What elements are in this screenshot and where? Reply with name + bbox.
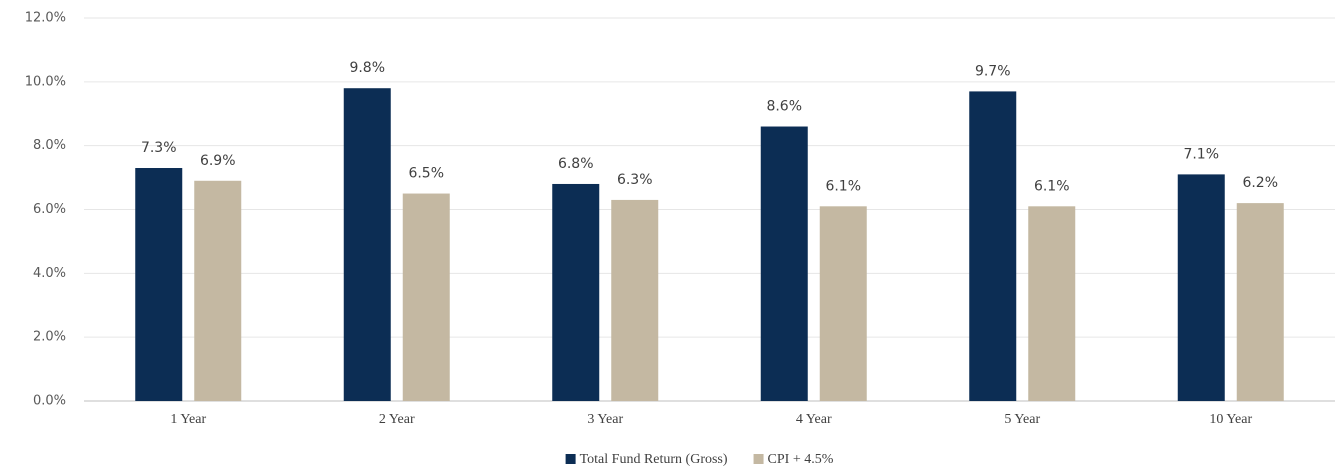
bar bbox=[1177, 174, 1225, 401]
x-tick-label: 10 Year bbox=[1209, 412, 1252, 427]
y-tick-label: 4.0% bbox=[33, 266, 66, 281]
legend-swatch bbox=[753, 454, 764, 464]
x-tick-label: 3 Year bbox=[587, 412, 623, 427]
data-label: 6.8% bbox=[558, 156, 594, 172]
bar bbox=[969, 91, 1017, 402]
bar bbox=[402, 193, 450, 401]
bar bbox=[552, 183, 600, 401]
bar bbox=[194, 180, 242, 401]
x-tick-label: 4 Year bbox=[796, 412, 832, 427]
legend-label: CPI + 4.5% bbox=[768, 452, 834, 467]
y-tick-label: 12.0% bbox=[25, 11, 66, 26]
x-tick-label: 1 Year bbox=[170, 412, 206, 427]
legend-swatch bbox=[565, 454, 576, 464]
y-tick-label: 10.0% bbox=[25, 74, 66, 89]
y-tick-label: 0.0% bbox=[33, 394, 66, 409]
data-label: 7.3% bbox=[141, 140, 177, 156]
data-label: 9.7% bbox=[975, 63, 1011, 79]
data-label: 6.5% bbox=[408, 166, 444, 182]
data-label: 7.1% bbox=[1183, 146, 1219, 162]
bar bbox=[1028, 206, 1076, 401]
data-label: 6.2% bbox=[1242, 175, 1278, 191]
data-label: 6.1% bbox=[1034, 178, 1070, 194]
bar bbox=[611, 199, 659, 401]
bar bbox=[760, 126, 808, 402]
x-tick-label: 5 Year bbox=[1004, 412, 1040, 427]
x-tick-label: 2 Year bbox=[379, 412, 415, 427]
data-label: 8.6% bbox=[766, 99, 802, 115]
data-label: 6.3% bbox=[617, 172, 653, 188]
data-label: 9.8% bbox=[349, 60, 385, 76]
legend-label: Total Fund Return (Gross) bbox=[580, 452, 728, 467]
y-tick-label: 6.0% bbox=[33, 202, 66, 217]
bar bbox=[135, 168, 183, 401]
bar bbox=[1236, 203, 1284, 401]
y-tick-label: 2.0% bbox=[33, 330, 66, 345]
bar bbox=[819, 206, 867, 401]
bar bbox=[343, 88, 391, 401]
data-label: 6.1% bbox=[825, 178, 861, 194]
data-label: 6.9% bbox=[200, 153, 236, 169]
y-tick-label: 8.0% bbox=[33, 138, 66, 153]
